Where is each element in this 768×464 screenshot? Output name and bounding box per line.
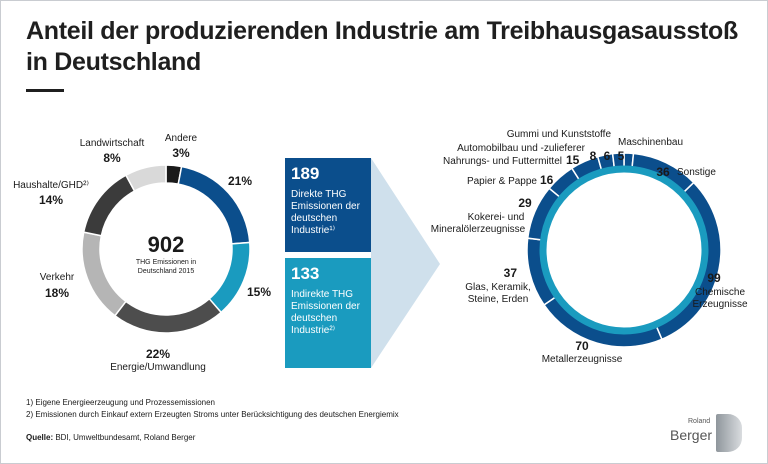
source-line: Quelle: BDI, Umweltbundesamt, Roland Ber… xyxy=(26,433,195,442)
label-metall-value: 70 xyxy=(575,339,589,353)
left-donut xyxy=(81,164,251,334)
label-landwirtschaft-name: Landwirtschaft xyxy=(80,138,145,149)
label-glas-name-2: Steine, Erden xyxy=(468,294,529,305)
indirect-emissions-label: Indirekte THG Emissionen der deutschen I… xyxy=(291,289,360,336)
label-slice3-value: 15% xyxy=(247,285,271,299)
label-papier-value: 16 xyxy=(540,173,554,187)
label-haushalte-name: Haushalte/GHD²⁾ xyxy=(13,180,89,191)
label-glas-name-1: Glas, Keramik, xyxy=(465,282,531,293)
footnote-2: 2) Emissionen durch Einkauf extern Erzeu… xyxy=(26,410,399,419)
donut-slice-6 xyxy=(124,164,167,193)
label-slice2-value: 21% xyxy=(228,174,252,188)
label-nahrung-name: Nahrungs- und Futtermittel xyxy=(443,156,562,167)
label-energie-name: Energie/Umwandlung xyxy=(110,362,206,373)
direct-emissions-label: Direkte THG Emissionen der deutschen Ind… xyxy=(291,189,360,236)
source-label: Quelle: xyxy=(26,433,54,442)
logo-bottom-text: Berger xyxy=(670,427,713,443)
label-papier-name: Papier & Pappe xyxy=(467,176,537,187)
logo-top-text: Roland xyxy=(688,418,711,425)
indirect-emissions-value: 133 xyxy=(291,264,320,283)
label-maschinenbau-name: Maschinenbau xyxy=(618,137,683,148)
label-gummi-value: 6 xyxy=(604,149,611,163)
label-verkehr-name: Verkehr xyxy=(40,272,75,283)
label-chemie-value: 99 xyxy=(707,271,721,285)
label-kokerei-name-1: Kokerei- und xyxy=(468,212,525,223)
label-glas-value: 37 xyxy=(504,266,518,280)
center-value: 902 xyxy=(148,232,185,257)
label-haushalte-value: 14% xyxy=(39,193,63,207)
donut-slice-3 xyxy=(113,297,223,334)
label-landwirtschaft-value: 8% xyxy=(103,151,121,165)
label-kokerei-value: 29 xyxy=(518,196,532,210)
label-nahrung-value: 15 xyxy=(566,153,580,167)
donut-slice-4 xyxy=(81,231,127,317)
label-maschinenbau-value: 5 xyxy=(618,149,625,163)
label-auto-name: Automobilbau und -zulieferer xyxy=(457,143,586,154)
donut-slice-2 xyxy=(208,241,251,314)
donut-inner-band xyxy=(539,165,709,335)
label-metall-name: Metallerzeugnisse xyxy=(542,354,623,365)
label-gummi-name: Gummi und Kunststoffe xyxy=(507,129,612,140)
label-sonstige-name: Sonstige xyxy=(677,167,716,178)
roland-berger-logo: Roland Berger xyxy=(668,414,748,454)
label-andere-value: 3% xyxy=(172,146,190,160)
label-kokerei-name-2: Mineralölerzeugnisse xyxy=(431,224,526,235)
title-rule xyxy=(26,89,64,92)
page-title: Anteil der produzierenden Industrie am T… xyxy=(26,17,738,76)
indirect-emissions-box: 133 Indirekte THG Emissionen der deutsch… xyxy=(285,258,371,368)
label-chemie-name-2: Erzeugnisse xyxy=(692,299,747,310)
center-label-line2: Deutschland 2015 xyxy=(138,268,195,275)
label-andere-name: Andere xyxy=(165,133,198,144)
direct-emissions-box: 189 Direkte THG Emissionen der deutschen… xyxy=(285,158,371,252)
label-auto-value: 8 xyxy=(590,149,597,163)
right-donut xyxy=(526,152,722,348)
center-label-line1: THG Emissionen in xyxy=(136,259,196,266)
label-energie-value: 22% xyxy=(146,347,170,361)
logo-b-mark xyxy=(716,414,742,452)
source-text: BDI, Umweltbundesamt, Roland Berger xyxy=(53,433,196,442)
direct-emissions-value: 189 xyxy=(291,164,320,183)
label-sonstige-value: 36 xyxy=(656,165,670,179)
label-chemie-name-1: Chemische xyxy=(695,287,745,298)
arrow-shape xyxy=(371,158,440,368)
donut-slice-5 xyxy=(82,174,136,237)
footnote-1: 1) Eigene Energieerzeugung und Prozessem… xyxy=(26,398,216,407)
label-verkehr-value: 18% xyxy=(45,286,69,300)
